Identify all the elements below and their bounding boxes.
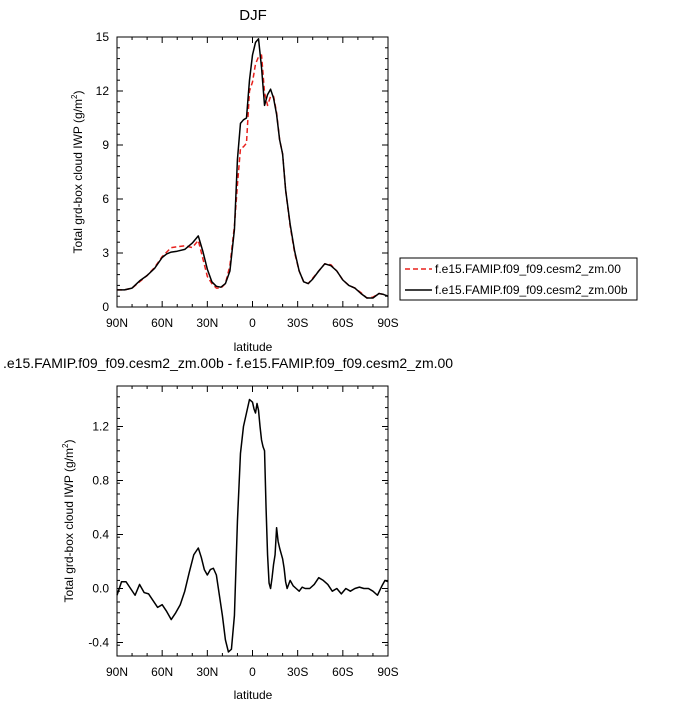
top-x-tick-label: 60N <box>151 316 173 330</box>
bottom-series-line-0 <box>116 398 389 653</box>
top-y-tick-label: 6 <box>102 192 109 206</box>
top-x-tick-label: 90N <box>106 316 128 330</box>
bottom-x-tick-label: 0 <box>249 665 256 679</box>
bottom-title: .e15.FAMIP.f09_f09.cesm2_zm.00b - f.e15.… <box>3 355 453 371</box>
top-y-tick-label: 15 <box>96 30 110 44</box>
top-y-tick-label: 12 <box>96 84 110 98</box>
bottom-y-tick-label: -0.4 <box>88 636 109 650</box>
svg-text:Total grd-box cloud IWP (g/m2): Total grd-box cloud IWP (g/m2) <box>70 91 85 254</box>
top-x-tick-label: 90S <box>377 316 398 330</box>
top-x-tick-label: 30S <box>287 316 308 330</box>
bottom-y-tick-label: 1.2 <box>92 420 109 434</box>
top-x-axis-label: latitude <box>234 340 273 354</box>
svg-text:Total grd-box cloud IWP (g/m2): Total grd-box cloud IWP (g/m2) <box>61 440 76 603</box>
top-series-line-0 <box>117 54 389 299</box>
bottom-plot-frame <box>116 385 389 657</box>
top-x-tick-label: 30N <box>196 316 218 330</box>
legend-label-00: f.e15.FAMIP.f09_f09.cesm2_zm.00 <box>435 262 621 276</box>
bottom-x-axis-label: latitude <box>234 688 273 702</box>
top-y-tick-label: 9 <box>102 138 109 152</box>
top-y-tick-label: 3 <box>102 246 109 260</box>
legend: f.e15.FAMIP.f09_f09.cesm2_zm.00 f.e15.FA… <box>399 257 638 301</box>
top-y-tick-label: 0 <box>102 300 109 314</box>
bottom-x-tick-label: 90N <box>106 665 128 679</box>
top-x-tick-label: 60S <box>332 316 353 330</box>
top-series-line-1 <box>117 38 389 299</box>
bottom-x-tick-label: 60S <box>332 665 353 679</box>
bottom-x-tick-label: 90S <box>377 665 398 679</box>
top-panel: DJF Total grd-box cloud IWP (g/m2) latit… <box>70 7 638 354</box>
top-x-tick-label: 0 <box>249 316 256 330</box>
top-title: DJF <box>239 7 267 24</box>
top-y-axis-label: Total grd-box cloud IWP (g/m2) <box>70 91 85 254</box>
bottom-x-tick-label: 30S <box>287 665 308 679</box>
bottom-y-axis-label: Total grd-box cloud IWP (g/m2) <box>61 440 76 603</box>
bottom-y-tick-label: 0.8 <box>92 474 109 488</box>
bottom-x-tick-label: 30N <box>196 665 218 679</box>
bottom-y-tick-label: 0.0 <box>92 582 109 596</box>
legend-label-00b: f.e15.FAMIP.f09_f09.cesm2_zm.00b <box>435 283 628 297</box>
bottom-x-tick-label: 60N <box>151 665 173 679</box>
legend-frame <box>399 257 638 301</box>
bottom-panel: .e15.FAMIP.f09_f09.cesm2_zm.00b - f.e15.… <box>3 355 453 702</box>
bottom-y-tick-label: 0.4 <box>92 528 109 542</box>
